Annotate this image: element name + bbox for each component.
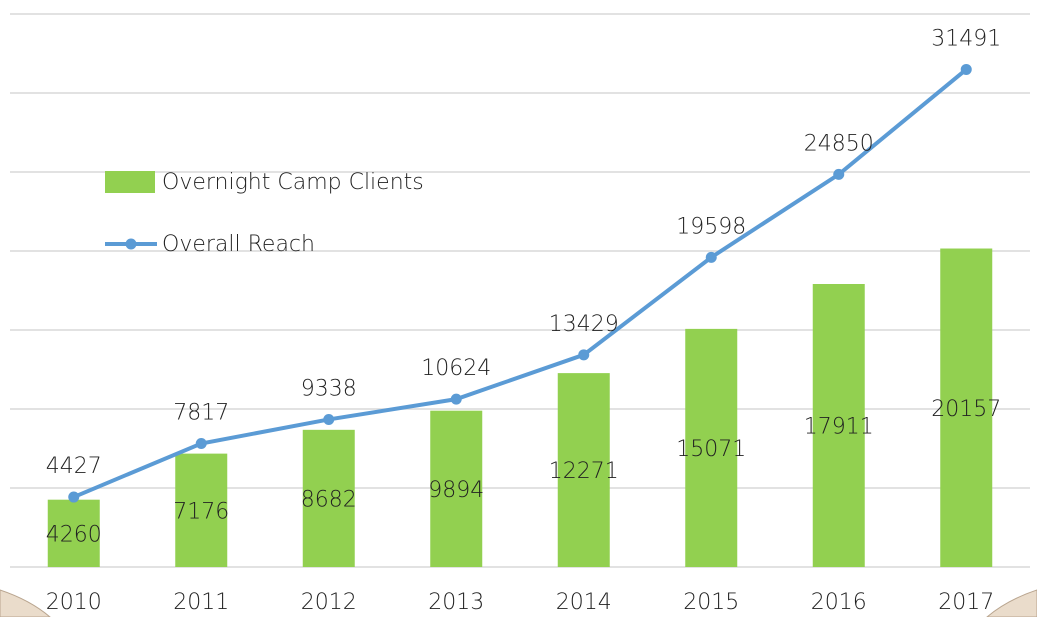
x-tick-label: 2011 [173,590,229,615]
x-tick-label: 2013 [428,590,484,615]
corner-decoration [0,589,51,617]
bar-value-label: 4260 [46,522,102,547]
line-value-label: 10624 [421,356,491,381]
line-point [705,251,717,263]
line-value-label: 31491 [931,26,1001,51]
line-point [450,393,462,405]
bar-value-label: 9894 [428,478,484,503]
legend-swatch [125,238,137,250]
bar [175,453,228,567]
legend-label: Overall Reach [162,232,315,257]
x-tick-label: 2015 [683,590,739,615]
line-point [960,63,972,75]
x-tick-label: 2012 [301,590,357,615]
bar [812,284,865,567]
corner-decoration [986,589,1037,617]
line-value-label: 4427 [46,454,102,479]
line-value-label: 9338 [301,376,357,401]
line-value-label: 19598 [676,214,746,239]
bar-value-label: 15071 [676,437,746,462]
line-value-label: 7817 [173,400,229,425]
x-tick-label: 2010 [46,590,102,615]
bar [47,499,100,567]
x-tick-label: 2017 [938,590,994,615]
bar-value-label: 17911 [804,415,874,440]
line [72,67,968,499]
line-point [323,413,335,425]
x-tick-label: 2014 [556,590,612,615]
bar [430,410,483,567]
line-value-label: 24850 [804,131,874,156]
bar [302,429,355,567]
bar [685,328,738,567]
legend-label: Overnight Camp Clients [162,170,424,195]
line-value-label: 13429 [549,312,619,337]
line-point [578,349,590,361]
bar-value-label: 8682 [301,487,357,512]
bar-value-label: 7176 [173,499,229,524]
legend-swatch [105,171,155,193]
bar [940,248,993,567]
bar-value-label: 20157 [931,397,1001,422]
line-point [68,491,80,503]
line-point [195,437,207,449]
bar [557,373,610,567]
bar-value-label: 12271 [549,459,619,484]
line-point [833,168,845,180]
x-tick-label: 2016 [811,590,867,615]
